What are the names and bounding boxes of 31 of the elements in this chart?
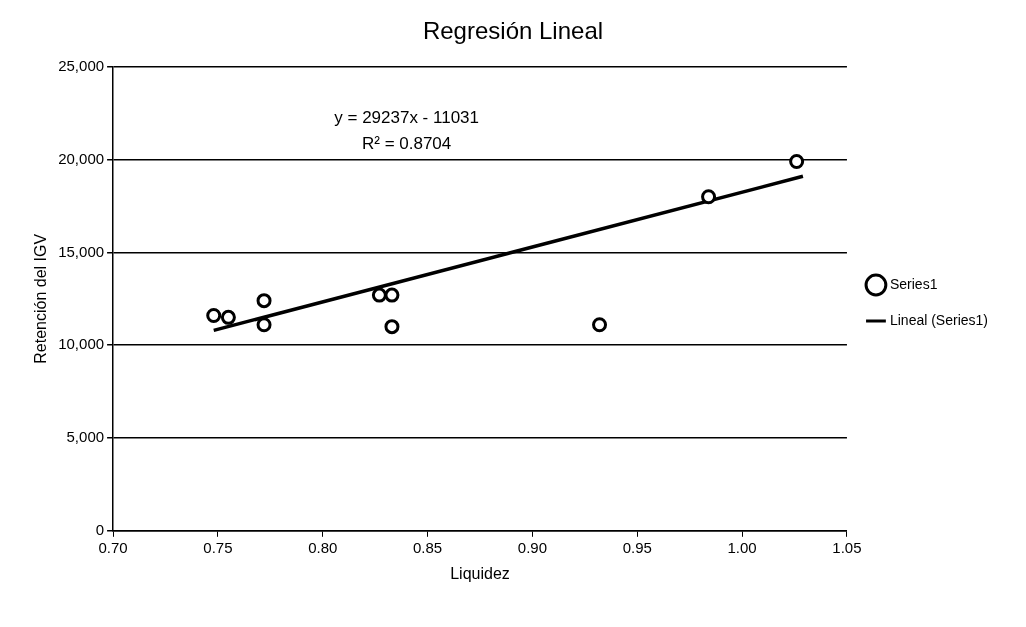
- point: [206, 308, 222, 323]
- legend-label: Lineal (Series1): [889, 311, 989, 328]
- y-tick-label: 10,000: [58, 335, 105, 353]
- annotation: y = 29237x - 11031: [334, 108, 480, 128]
- chart-title: Regresión Lineal: [422, 17, 604, 45]
- legend-label: Series1: [889, 275, 938, 292]
- x-tick-label: 0.90: [517, 538, 548, 556]
- point: [256, 293, 272, 309]
- x-axis-title: Liquidez: [450, 564, 510, 582]
- x-tick-label: 1.00: [727, 538, 757, 556]
- x-tick-label: 0.70: [98, 538, 128, 556]
- point: [789, 153, 805, 169]
- point: [384, 287, 400, 303]
- point: [220, 309, 236, 325]
- y-axis-title: Retención del IGV: [32, 233, 50, 364]
- annotation: R² = 0.8704: [361, 134, 452, 154]
- point: [371, 287, 387, 303]
- x-tick-label: 0.75: [203, 538, 233, 556]
- y-tick-label: 25,000: [58, 56, 105, 74]
- point: [256, 317, 272, 333]
- y-tick-label: 0: [95, 520, 105, 538]
- point: [701, 189, 717, 205]
- x-tick-label: 0.80: [308, 538, 338, 556]
- y-tick-label: 15,000: [58, 242, 105, 260]
- x-tick-label: 0.95: [622, 538, 652, 556]
- x-tick-label: 1.05: [832, 538, 862, 556]
- x-tick-label: 0.85: [412, 538, 443, 556]
- y-tick-label: 20,000: [58, 149, 105, 167]
- point: [384, 319, 400, 335]
- y-tick-label: 5,000: [66, 428, 105, 446]
- point: [592, 317, 608, 333]
